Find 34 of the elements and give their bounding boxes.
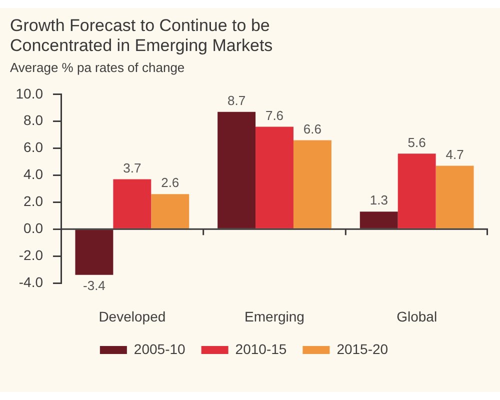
- y-tick-label: 8.0: [24, 112, 44, 128]
- y-tick-label: 0.0: [24, 220, 44, 236]
- y-tick-label: -4.0: [18, 274, 44, 290]
- y-tick-label: 10.0: [16, 85, 44, 102]
- y-tick-label: 4.0: [24, 166, 44, 182]
- data-label: 4.7: [446, 146, 464, 162]
- data-label: 1.3: [370, 192, 388, 208]
- data-label: -3.4: [83, 278, 106, 293]
- data-label: 3.7: [123, 160, 142, 176]
- bar: [75, 230, 114, 275]
- legend-label: 2015-20: [336, 340, 388, 357]
- data-label: 8.7: [228, 92, 246, 108]
- x-tick-label: Emerging: [244, 308, 304, 324]
- data-label: 7.6: [265, 108, 284, 123]
- y-tick-label: 2.0: [24, 193, 44, 210]
- data-label: 2.6: [161, 175, 180, 190]
- bar: [398, 154, 436, 228]
- bar: [256, 126, 294, 228]
- x-tick-label: Developed: [98, 308, 166, 324]
- bar: [113, 179, 152, 228]
- legend-label: 2010-15: [235, 340, 287, 357]
- bar: [218, 112, 256, 228]
- y-tick-label: -2.0: [18, 246, 44, 263]
- bar: [151, 194, 190, 228]
- chart-title: Growth Forecast to Continue to be Concentrated in Emerging Markets: [10, 16, 274, 56]
- bar: [360, 212, 398, 228]
- data-label: 5.6: [408, 134, 426, 150]
- y-tick-label: 6.0: [24, 139, 44, 156]
- chart-subtitle: Average % pa rates of change: [10, 60, 185, 76]
- legend-label: 2005-10: [134, 340, 186, 357]
- bar: [436, 166, 474, 228]
- x-tick-label: Global: [396, 308, 438, 324]
- bar: [293, 140, 332, 228]
- data-label: 6.6: [303, 121, 322, 136]
